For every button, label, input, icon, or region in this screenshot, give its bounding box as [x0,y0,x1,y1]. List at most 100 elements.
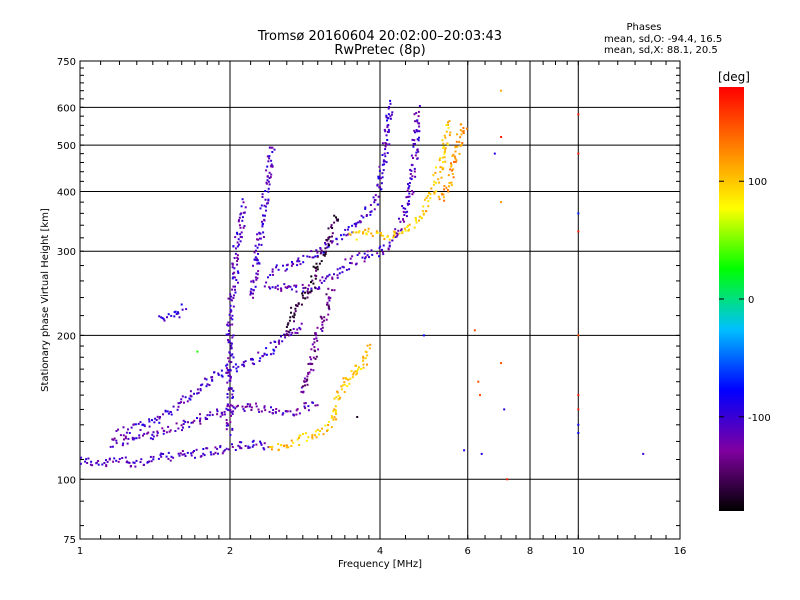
scatter-point [299,434,302,437]
scatter-point [444,148,447,151]
scatter-point [407,183,409,186]
scatter-point [271,146,274,149]
scatter-point [324,424,327,427]
scatter-point [376,184,379,187]
scatter-point [232,285,235,288]
scatter-point [403,227,406,230]
scatter-point [381,248,383,251]
scatter-point [381,142,384,145]
scatter-point [264,190,267,192]
scatter-point [342,233,345,236]
scatter-point [204,416,207,419]
scatter-point [349,257,352,260]
scatter-point [123,438,125,441]
scatter-point [416,138,419,141]
scatter-point [276,288,279,291]
scatter-point [228,374,231,377]
scatter-point [438,159,441,162]
scatter-point [439,166,442,169]
scatter-point [443,185,446,187]
scatter-point [422,205,425,208]
scatter-point [230,309,233,312]
scatter-point [234,285,236,288]
scatter-point [232,334,235,337]
scatter-point [365,232,368,235]
scatter-point [327,306,330,309]
scatter-point [439,170,442,173]
scatter-point [461,142,464,145]
scatter-point [297,302,300,305]
scatter-point [319,430,322,432]
scatter-point [237,404,239,407]
scatter-point [447,121,449,124]
scatter-point [295,285,297,288]
scatter-point [217,373,220,376]
scatter-point [296,264,299,267]
scatter-point [233,271,236,274]
scatter-point [266,202,269,205]
scatter-point [122,434,125,437]
scatter-point [240,441,243,444]
scatter-point [242,363,245,366]
scatter-point [294,310,297,313]
scatter-point [442,145,445,148]
scatter-point [289,329,292,331]
scatter-point [362,359,365,362]
scatter-point [268,157,271,160]
scatter-point [415,219,417,222]
scatter-point [408,203,411,205]
scatter-point [132,438,135,441]
scatter-point [235,405,238,408]
scatter-point [326,303,328,306]
scatter-point [312,401,314,404]
scatter-point [239,235,242,238]
scatter-point [310,348,313,351]
scatter-point [225,447,228,450]
scatter-point [460,133,463,136]
scatter-point [338,272,341,275]
scatter-point [193,450,195,452]
scatter-point [95,462,98,465]
scatter-point [254,276,257,279]
scatter-point [219,415,222,418]
scatter-point [324,277,327,280]
scatter-point [577,113,580,116]
scatter-point [425,196,428,199]
scatter-point [256,262,259,265]
scatter-point [362,366,365,369]
scatter-point [125,431,128,434]
scatter-point [272,409,275,411]
scatter-point [211,376,214,379]
scatter-point [113,457,116,460]
scatter-point [117,428,120,431]
scatter-point [228,371,231,374]
scatter-point [437,178,440,181]
scatter-point [437,195,440,198]
scatter-point [326,301,329,304]
scatter-point [454,146,457,149]
scatter-point [417,115,420,118]
scatter-point [143,432,146,435]
scatter-point [333,397,336,400]
scatter-point [178,316,181,319]
scatter-point [406,224,409,227]
scatter-point [331,277,334,280]
scatter-point [577,394,580,397]
scatter-point [170,455,173,458]
scatter-point [161,427,164,430]
scatter-point [292,413,295,416]
scatter-point [382,244,385,247]
scatter-point [308,371,311,374]
scatter-point [364,256,367,259]
scatter-point [387,247,390,250]
scatter-point [194,456,196,459]
scatter-point [277,449,280,452]
scatter-point [226,403,229,406]
scatter-point [308,255,311,258]
scatter-point [285,446,288,449]
scatter-point [347,378,350,381]
scatter-point [321,427,323,430]
scatter-point [366,250,369,253]
scatter-point [304,384,306,387]
scatter-point [463,449,466,452]
